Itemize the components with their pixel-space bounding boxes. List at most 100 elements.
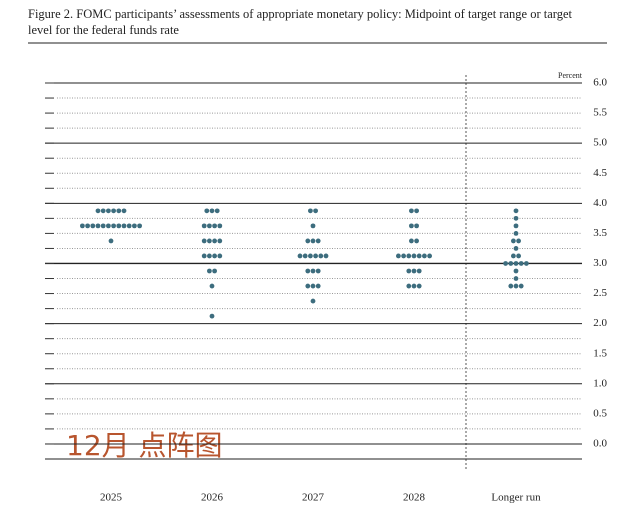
dot [126, 223, 132, 229]
dot [416, 283, 422, 289]
dot [513, 268, 519, 274]
dot [411, 283, 417, 289]
dot [111, 208, 116, 214]
dot [406, 283, 412, 289]
dot [503, 261, 508, 266]
dot [414, 223, 419, 229]
dot [406, 253, 412, 259]
dot [310, 223, 316, 229]
dot [217, 253, 223, 259]
y-tick-label: 6.0 [593, 77, 607, 89]
dot [95, 223, 101, 229]
dot [201, 253, 207, 259]
dot [212, 223, 218, 229]
y-tick-label: 0.0 [593, 437, 607, 449]
dot [121, 208, 127, 214]
dot [513, 261, 519, 266]
dot [416, 253, 422, 259]
dot [310, 298, 316, 304]
dot [411, 253, 417, 259]
dot [212, 268, 218, 274]
dot [305, 283, 311, 289]
x-tick-label: 2025 [100, 492, 123, 504]
y-tick-label: 3.5 [593, 227, 607, 239]
dot [108, 238, 114, 244]
dot [513, 223, 519, 229]
dot [427, 253, 432, 259]
dot [414, 238, 419, 244]
dot [411, 268, 417, 274]
dot [516, 253, 521, 259]
dot [518, 283, 524, 289]
dot [132, 223, 137, 229]
title-box: Figure 2. FOMC participants’ assessments… [28, 7, 572, 37]
dot [207, 253, 212, 259]
dot [121, 223, 127, 229]
annotation: 12月 点阵图 [66, 429, 223, 462]
dot [511, 238, 516, 244]
x-tick-label: Longer run [491, 492, 541, 504]
dot [214, 208, 220, 214]
dot [308, 253, 313, 259]
dot [513, 283, 519, 289]
dot [80, 223, 85, 229]
dot [508, 283, 514, 289]
dot [396, 253, 401, 259]
y-tick-label: 1.0 [593, 377, 607, 389]
dot [100, 208, 106, 214]
dot [100, 223, 106, 229]
dot [409, 223, 414, 229]
dot [111, 223, 116, 229]
dot [207, 268, 212, 274]
dot [313, 253, 318, 259]
dot [513, 208, 519, 214]
dot [513, 215, 519, 221]
y-tick-label: 3.0 [593, 257, 607, 269]
dot [305, 268, 311, 274]
y-tick-label: 5.0 [593, 137, 607, 149]
dot [409, 238, 414, 244]
dot [310, 238, 316, 244]
y-tick-label: 2.5 [593, 287, 607, 299]
dot [513, 246, 519, 251]
y-tick-label: 2.0 [593, 317, 607, 329]
dot [508, 261, 514, 266]
dot [313, 208, 318, 214]
y-tick-label: 5.5 [593, 107, 607, 119]
dot [217, 223, 223, 229]
dot [217, 238, 223, 244]
dot [95, 208, 101, 214]
dot [315, 238, 321, 244]
y-tick-label: 1.5 [593, 347, 607, 359]
dot [305, 238, 311, 244]
y-tick-label: 4.0 [593, 197, 607, 209]
dot [422, 253, 427, 259]
dot [85, 223, 90, 229]
dot [116, 208, 122, 214]
dot [310, 268, 316, 274]
dot [315, 283, 321, 289]
dot [207, 223, 212, 229]
dot [212, 238, 218, 244]
y-tick-label: 0.5 [593, 407, 607, 419]
dot [401, 253, 406, 259]
y-tick-label: 4.5 [593, 167, 607, 179]
dot [209, 208, 215, 214]
dot [116, 223, 122, 229]
dot [204, 208, 210, 214]
dot [409, 208, 414, 214]
dot [201, 238, 207, 244]
chart-title: Figure 2. FOMC participants’ assessments… [28, 7, 572, 37]
dot [207, 238, 212, 244]
dot [297, 253, 303, 259]
dot [323, 253, 329, 259]
dot [212, 253, 218, 259]
dot [209, 283, 215, 289]
dot [302, 253, 308, 259]
dot [511, 253, 516, 259]
dot [524, 261, 529, 266]
dot [406, 268, 412, 274]
dot [201, 223, 207, 229]
x-tick-label: 2026 [201, 492, 224, 504]
